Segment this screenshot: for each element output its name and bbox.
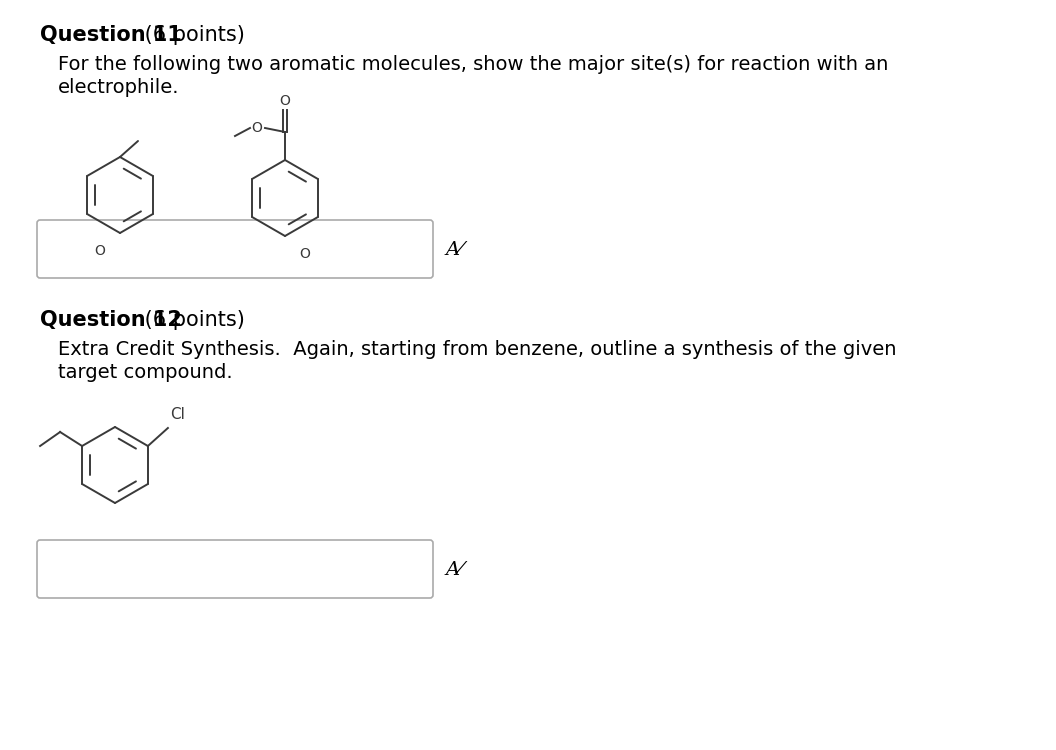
Text: Extra Credit Synthesis.  Again, starting from benzene, outline a synthesis of th: Extra Credit Synthesis. Again, starting … [58, 340, 897, 359]
Text: O: O [95, 244, 106, 258]
Text: Question 12: Question 12 [40, 310, 182, 330]
Text: Cl: Cl [170, 407, 185, 422]
Text: target compound.: target compound. [58, 363, 232, 382]
FancyBboxPatch shape [37, 220, 433, 278]
Text: electrophile.: electrophile. [58, 78, 180, 97]
Text: A⁄: A⁄ [445, 241, 463, 259]
Text: O: O [280, 94, 290, 108]
Text: Question 11: Question 11 [40, 25, 182, 45]
Text: O: O [251, 121, 263, 135]
FancyBboxPatch shape [37, 540, 433, 598]
Text: A⁄: A⁄ [445, 561, 463, 579]
Text: (6 points): (6 points) [138, 25, 245, 45]
Text: O: O [300, 247, 310, 261]
Text: For the following two aromatic molecules, show the major site(s) for reaction wi: For the following two aromatic molecules… [58, 55, 888, 74]
Text: (6 points): (6 points) [138, 310, 245, 330]
